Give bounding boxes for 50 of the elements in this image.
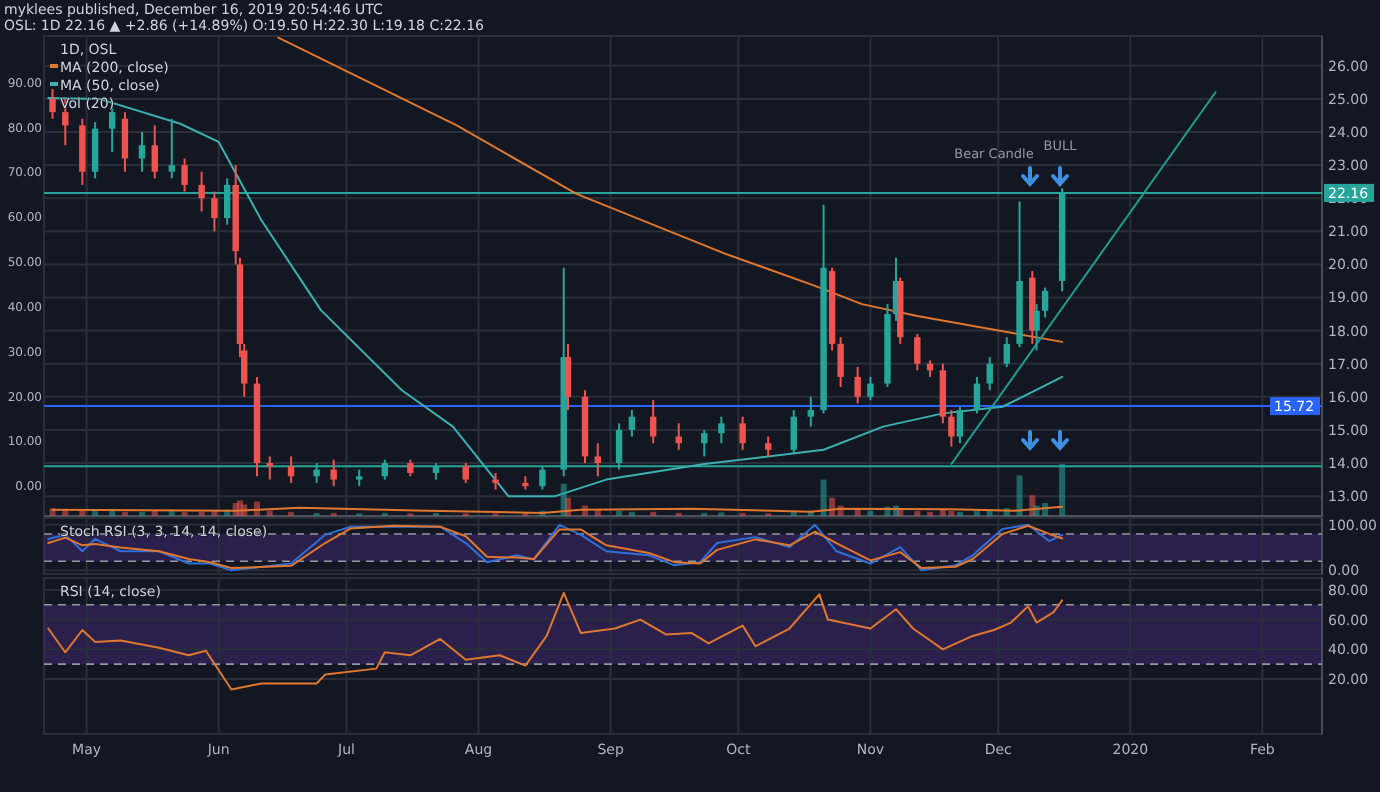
candlestick (594, 442, 601, 478)
candlestick (790, 409, 797, 455)
candlestick (1041, 286, 1049, 319)
bar (948, 510, 955, 516)
bar (939, 509, 946, 516)
candlestick (287, 455, 295, 484)
candlestick (1033, 303, 1040, 352)
candlestick (628, 409, 636, 438)
candlestick (91, 121, 99, 180)
bar (973, 510, 980, 516)
bar (854, 509, 861, 516)
candlestick (854, 366, 861, 405)
bar (1016, 475, 1023, 516)
bar (986, 510, 993, 516)
candlestick (564, 342, 572, 412)
candlestick (211, 190, 218, 233)
candlestick (948, 409, 955, 448)
candlestick (973, 375, 981, 415)
candlestick (79, 117, 86, 186)
candlestick (138, 131, 146, 173)
candlestick (718, 415, 725, 445)
candlestick (765, 435, 772, 458)
bar (867, 510, 874, 516)
candlestick (1003, 336, 1010, 369)
candlestick (739, 415, 746, 451)
candlestick (330, 458, 337, 488)
bar (820, 479, 827, 516)
bar (109, 510, 116, 516)
candlestick (49, 87, 56, 120)
candlestick (867, 375, 874, 402)
candlestick (121, 111, 129, 173)
bar (1059, 464, 1066, 516)
bar (266, 510, 273, 516)
candlestick (701, 428, 708, 458)
candlestick (151, 124, 158, 180)
candlestick (807, 395, 814, 428)
candlestick (914, 332, 921, 372)
candlestick (649, 399, 657, 445)
candlestick (168, 117, 175, 180)
candlestick (837, 336, 844, 388)
candlestick (986, 356, 993, 392)
candlestick (181, 157, 188, 193)
bar (151, 510, 158, 516)
candlestick (939, 362, 947, 425)
candlestick (198, 170, 205, 213)
candlestick (462, 462, 469, 484)
bar (914, 510, 921, 516)
bar (616, 510, 623, 516)
candlestick (956, 405, 964, 445)
bar (79, 510, 86, 516)
